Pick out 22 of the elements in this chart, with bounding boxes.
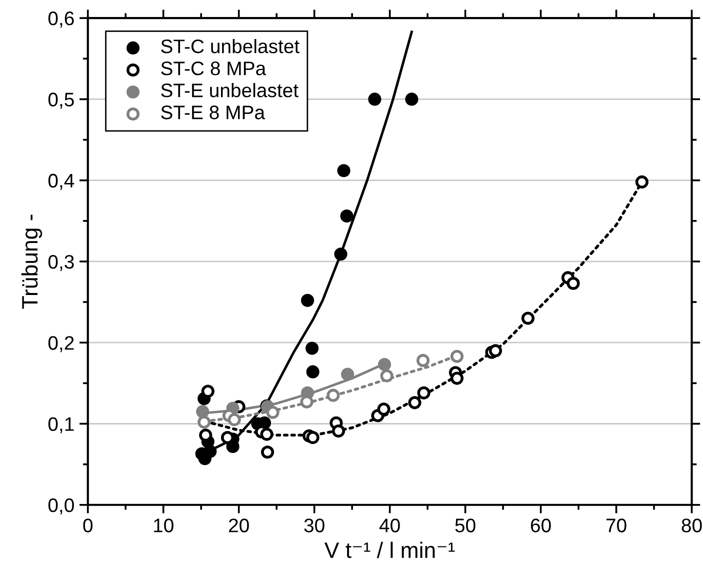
y-axis-title: Trübung - [21,214,42,309]
x-tick-label: 70 [606,518,626,532]
y-tick-label: 0,6 [48,12,74,28]
x-axis-title: V t⁻¹ / l min⁻¹ [324,542,455,558]
y-tick-label: 0,4 [48,174,74,190]
y-tick-label: 0,3 [48,254,74,272]
y-tick-label: 0,5 [48,92,74,109]
x-tick-label: 30 [304,518,324,532]
y-tick-label: 0,1 [48,417,74,434]
legend-label: ST-C unbelastet [161,38,300,54]
x-tick-label: 80 [682,518,702,532]
legend-label: ST-C 8 MPa [161,62,266,76]
x-tick-label: 50 [455,518,476,532]
legend-label: ST-E unbelastet [161,83,298,98]
y-tick-label: 0,0 [48,498,74,514]
x-tick-label: 20 [229,518,249,532]
x-tick-label: 40 [379,518,400,532]
legend-label: ST-E 8 MPa [161,106,266,120]
x-tick-label: 60 [530,518,551,532]
x-tick-label: 0 [83,518,93,532]
x-tick-label: 10 [154,518,174,532]
y-tick-label: 0,2 [48,336,74,352]
